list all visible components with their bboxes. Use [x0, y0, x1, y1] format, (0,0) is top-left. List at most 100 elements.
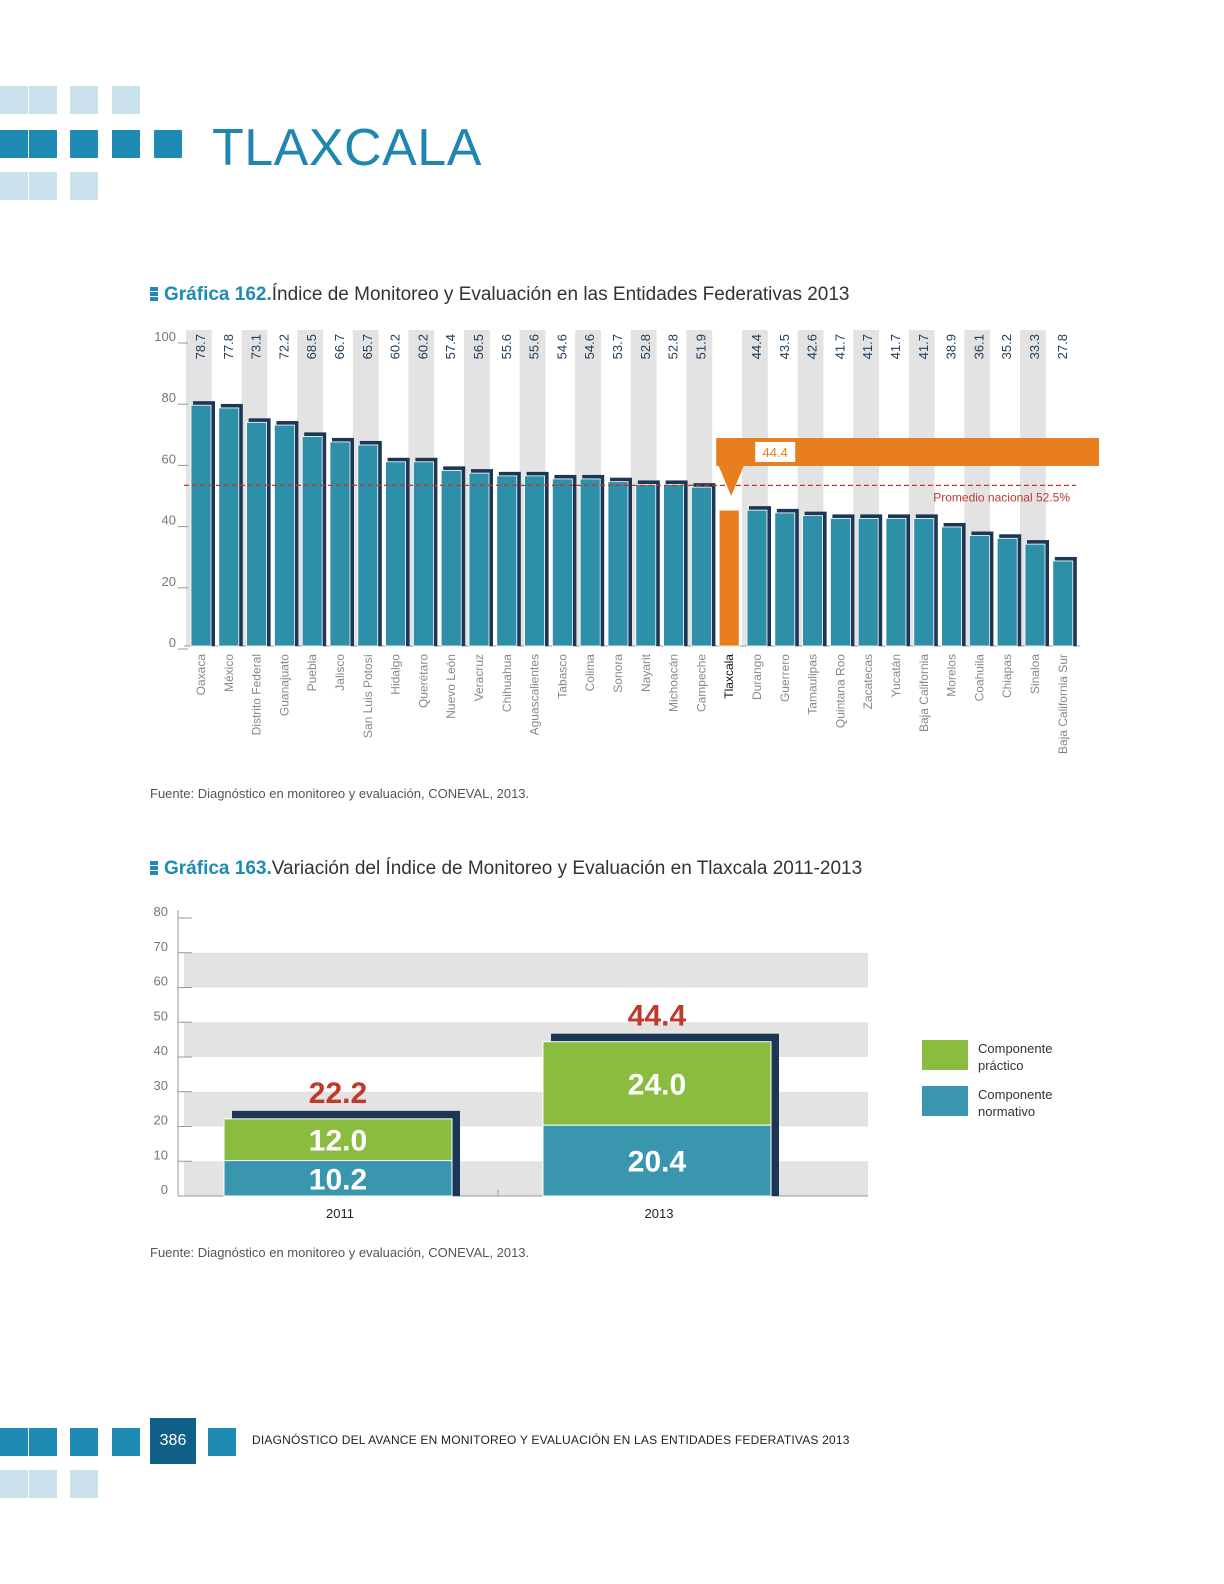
bar-value-label: 35.2 — [999, 334, 1014, 359]
bar-value-label: 41.7 — [916, 334, 931, 359]
category-label: Michoacán — [667, 654, 681, 712]
chart163-source: Fuente: Diagnóstico en monitoreo y evalu… — [150, 1245, 530, 1260]
bar — [996, 537, 1018, 647]
bar-value-label: 66.7 — [332, 334, 347, 359]
chart162-number: Gráfica 162. — [164, 284, 272, 305]
bar-value-label: 53.7 — [610, 334, 625, 359]
decor-square — [29, 1428, 57, 1456]
bar-value-label: 60.2 — [415, 334, 430, 359]
category-label: Guerrero — [778, 654, 792, 702]
decor-square — [0, 172, 28, 200]
bar — [579, 478, 601, 647]
decor-square — [29, 172, 57, 200]
bar-value-label: 27.8 — [1055, 334, 1070, 359]
category-label: Zacatecas — [861, 654, 875, 709]
decor-square — [29, 1470, 57, 1498]
legend-label-line: normativo — [978, 1104, 1036, 1119]
legend-swatch-normativo — [922, 1086, 968, 1116]
bar — [246, 421, 267, 647]
bar — [802, 515, 823, 647]
bar-normativo — [542, 1124, 772, 1197]
legend-label-line: práctico — [978, 1058, 1024, 1073]
category-label: 2011 — [326, 1206, 354, 1221]
bar — [440, 469, 462, 647]
bar — [496, 475, 518, 647]
bar — [385, 461, 407, 647]
category-label: Chiapas — [1000, 654, 1014, 698]
bar — [941, 526, 962, 647]
heading-bullet-icon — [150, 861, 158, 875]
bar-value-label: 42.6 — [805, 334, 820, 359]
bar — [273, 424, 295, 647]
value-label-normativo: 10.2 — [309, 1163, 367, 1196]
bar-value-label: 41.7 — [888, 334, 903, 359]
bar-value-label: 54.6 — [554, 334, 569, 359]
callout-value: 44.4 — [763, 445, 788, 460]
y-tick-label: 80 — [154, 904, 168, 919]
bar-practico — [542, 1041, 772, 1126]
category-label: Tamaulipas — [806, 654, 820, 715]
y-tick-label: 40 — [154, 1043, 168, 1058]
bar-value-label: 41.7 — [832, 334, 847, 359]
bar — [524, 475, 546, 647]
page-number: 386 — [150, 1418, 196, 1464]
decor-square — [0, 1428, 28, 1456]
value-label-practico: 12.0 — [309, 1125, 367, 1158]
y-tick-label: 50 — [154, 1008, 168, 1023]
bar — [913, 517, 935, 647]
category-label: Sinaloa — [1028, 654, 1042, 694]
chart162: 0 20 40 60 80 100 78.7 Oaxaca 77.8 México 73.1 Dist… — [154, 329, 1099, 754]
y-tick-label: 60 — [154, 974, 168, 989]
bar — [746, 509, 768, 647]
category-label: Chihuahua — [500, 654, 514, 712]
y-tick-label: 70 — [154, 939, 168, 954]
decor-square — [112, 130, 140, 158]
chart163-number: Gráfica 163. — [164, 858, 272, 879]
chart162-source: Fuente: Diagnóstico en monitoreo y evalu… — [150, 786, 530, 801]
legend-label-practico: Componente práctico — [978, 1040, 1088, 1074]
bar-value-label: 78.7 — [193, 334, 208, 359]
total-label: 44.4 — [628, 1000, 687, 1033]
category-label: San Luis Potosí — [361, 653, 375, 738]
category-label: 2013 — [645, 1206, 674, 1221]
chart163-title: Variación del Índice de Monitoreo y Eval… — [271, 858, 863, 879]
y-tick-label: 60 — [162, 451, 176, 466]
bar — [857, 517, 879, 647]
value-label-practico: 24.0 — [628, 1068, 686, 1101]
decor-square — [0, 130, 28, 158]
bar-value-label: 73.1 — [249, 334, 264, 359]
category-label: Durango — [750, 654, 764, 700]
category-label: México — [222, 654, 236, 692]
page-title: TLAXCALA — [212, 119, 482, 177]
bar-value-label: 54.6 — [582, 334, 597, 359]
bar — [691, 486, 712, 647]
bar — [885, 517, 907, 647]
category-label: Oaxaca — [194, 654, 208, 696]
category-label: Campeche — [694, 654, 708, 712]
bar-value-label: 51.9 — [693, 334, 708, 359]
category-label: Distrito Federal — [250, 654, 264, 735]
decor-square — [70, 1470, 98, 1498]
bar — [774, 512, 796, 647]
bar — [357, 444, 379, 647]
legend-label-line: Componente — [978, 1041, 1053, 1056]
gridband — [184, 952, 868, 988]
bar-value-label: 33.3 — [1027, 334, 1042, 359]
bar-value-label: 65.7 — [360, 334, 375, 359]
legend-label-normativo: Componente normativo — [978, 1086, 1088, 1120]
category-label: Baja California Sur — [1056, 654, 1070, 754]
bar-practico — [223, 1118, 453, 1162]
category-label: Coahuila — [972, 654, 986, 702]
decor-square — [29, 130, 57, 158]
y-tick-label: 20 — [154, 1113, 168, 1128]
decor-square — [0, 1470, 28, 1498]
y-tick-label: 0 — [169, 635, 176, 650]
y-tick-label: 30 — [154, 1078, 168, 1093]
bar-value-label: 41.7 — [860, 334, 875, 359]
bar — [1024, 543, 1046, 647]
bar-value-label: 52.8 — [638, 334, 653, 359]
category-label: Morelos — [945, 654, 959, 697]
legend-label-line: Componente — [978, 1087, 1053, 1102]
bar — [218, 407, 240, 647]
average-label: Promedio nacional 52.5% — [933, 490, 1070, 504]
